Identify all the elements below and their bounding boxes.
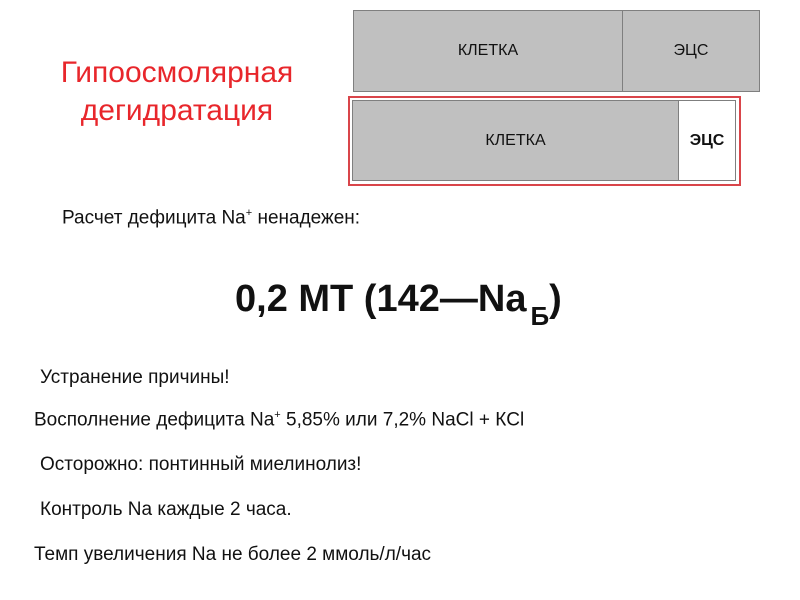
rate-line: Темп увеличения Na не более 2 ммоль/л/ча… [34, 544, 432, 565]
sodium-deficit-formula: 0,2 МТ (142—Na Б) [235, 278, 562, 331]
deficit-line: Расчет дефицита Na+ ненадежен: [62, 207, 361, 229]
dehydrated-highlight-box [348, 96, 741, 186]
control-line: Контроль Na каждые 2 часа. [40, 499, 292, 520]
normal-cell-block: КЛЕТКА [353, 10, 623, 92]
replacement-line: Восполнение дефицита Na+ 5,85% или 7,2% … [34, 409, 525, 431]
ecs-label: ЭЦС [673, 42, 709, 59]
title-line-2: дегидратация [80, 94, 274, 127]
cell-label: КЛЕТКА [457, 42, 519, 59]
normal-ecs-block: ЭЦС [622, 10, 760, 92]
ecs-label: ЭЦС [689, 131, 725, 149]
slide-title: Гипоосмолярная дегидратация [22, 54, 332, 130]
dehydrated-ecs-block: ЭЦС [678, 100, 736, 181]
caution-line: Осторожно: понтинный миелинолиз! [40, 454, 362, 475]
cause-line: Устранение причины! [40, 367, 230, 388]
title-line-1: Гипоосмолярная [60, 56, 294, 89]
cell-label: КЛЕТКА [485, 131, 546, 149]
dehydrated-cell-block: КЛЕТКА [352, 100, 679, 181]
